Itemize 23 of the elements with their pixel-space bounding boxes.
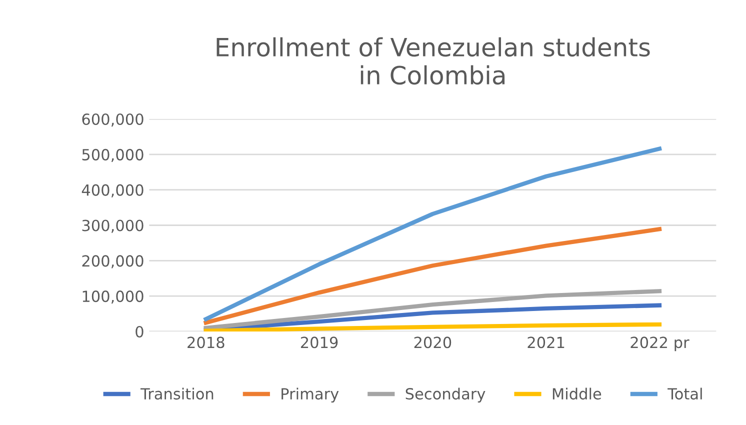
legend-label: Middle [552,388,602,400]
x-tick-label: 2021 [528,336,564,348]
x-tick-label: 2022 pr [630,336,690,352]
y-tick-label: 100,000 [82,290,144,304]
y-tick-label: 0 [136,326,144,338]
y-tick-label: 300,000 [82,220,144,233]
y-tick-label: 400,000 [82,184,144,198]
legend-label: Secondary [406,388,486,403]
chart-title: Enrollment of Venezuelan students in Colombia [216,37,650,85]
line-series [204,146,662,322]
x-tick-label: 2019 [300,336,338,348]
line-series [204,289,662,330]
legend-label: Transition [140,388,214,400]
legend-label: Total [668,388,702,400]
line-series [204,227,662,325]
y-tick-label: 200,000 [82,255,144,268]
x-tick-label: 2018 [188,336,224,348]
y-tick-label: 500,000 [82,148,144,162]
line-series [204,303,662,332]
line-series [204,322,662,332]
x-tick-label: 2020 [414,336,452,348]
legend-label: Primary [282,388,339,403]
y-tick-label: 600,000 [82,113,144,127]
